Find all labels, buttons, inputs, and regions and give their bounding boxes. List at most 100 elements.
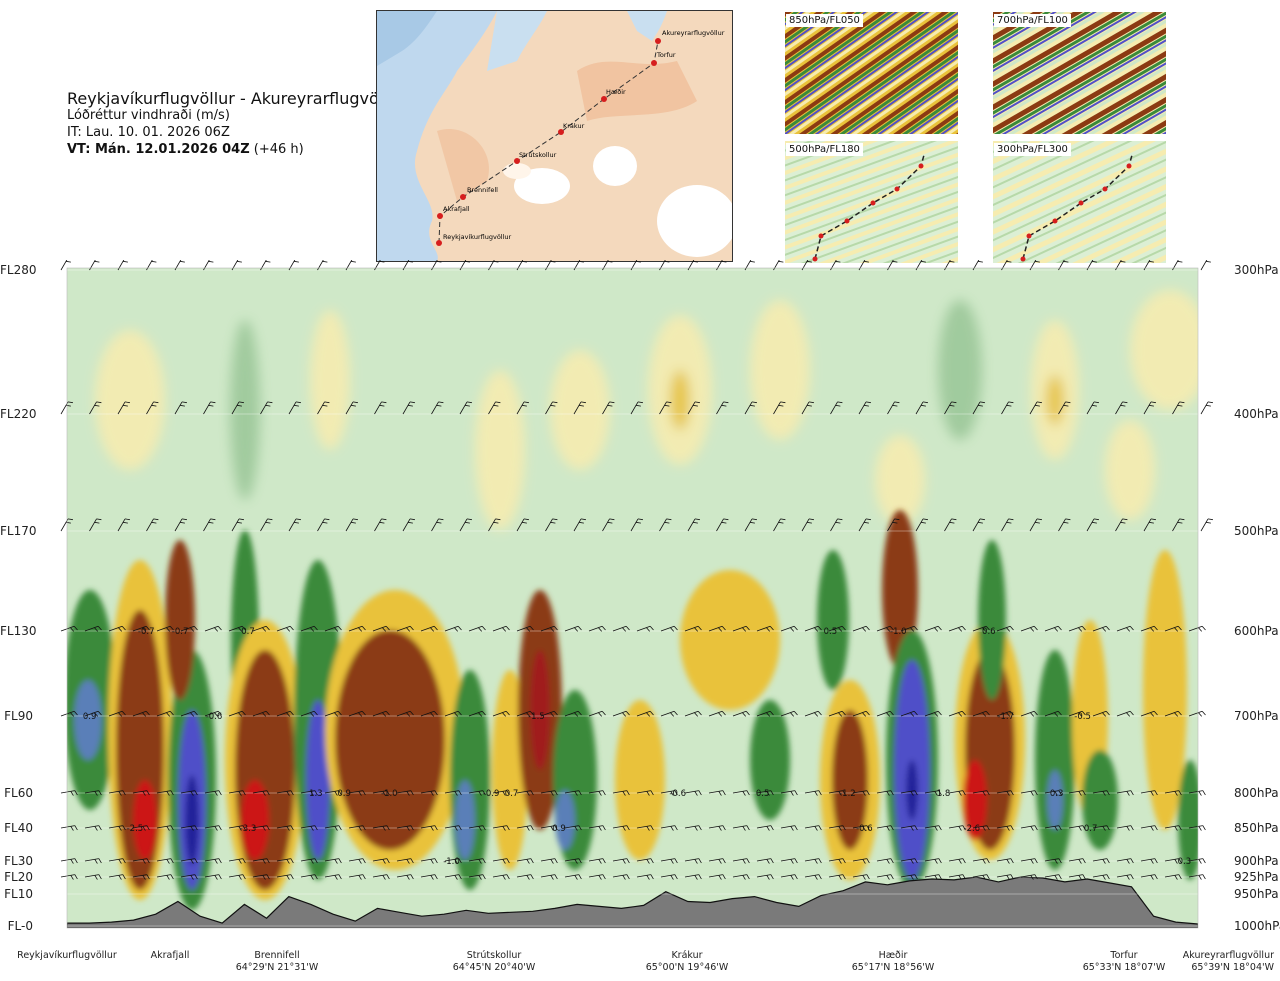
- wind-barb: [708, 710, 726, 717]
- wind-barb: [348, 710, 366, 717]
- wind-barb: [887, 401, 900, 415]
- wind-barb: [1188, 625, 1206, 632]
- left-axis-label: FL10: [4, 887, 33, 901]
- wind-barb: [324, 858, 342, 864]
- wind-barb: [612, 790, 630, 796]
- wind-barb: [156, 825, 174, 831]
- wind-barb: [252, 874, 270, 880]
- wind-barb: [972, 518, 985, 532]
- value-label: -0.9: [483, 789, 500, 799]
- wind-barb: [492, 710, 510, 717]
- wind-barb: [1164, 710, 1182, 717]
- wind-barb: [660, 790, 678, 796]
- wind-barb: [545, 401, 558, 415]
- wind-barb: [180, 790, 198, 796]
- wind-barb: [996, 790, 1014, 796]
- wind-barb: [780, 825, 798, 831]
- wind-barb: [900, 710, 918, 717]
- wind-barb: [1029, 401, 1042, 415]
- wind-barb: [915, 401, 928, 415]
- wind-barb: [372, 874, 390, 880]
- wind-barb: [1092, 858, 1110, 864]
- wind-barb: [345, 518, 358, 532]
- right-axis-label: 400hPa: [1234, 407, 1279, 421]
- wind-barb: [602, 401, 615, 415]
- wind-barb: [1044, 825, 1062, 831]
- station-label: Strútskollur 64°45'N 20°40'W: [434, 950, 554, 974]
- wind-barb: [459, 518, 472, 532]
- right-axis-label: 850hPa: [1234, 821, 1279, 835]
- wind-barb: [117, 518, 130, 532]
- map-label-brennifell: Brennifell: [467, 186, 498, 194]
- station-label: Torfur 65°33'N 18°07'W: [1064, 950, 1184, 974]
- wind-barb: [180, 625, 198, 632]
- left-axis-label: FL280: [0, 263, 37, 277]
- wind-barb: [732, 825, 750, 831]
- value-label: 0.3: [1050, 789, 1064, 799]
- wind-barb: [1020, 825, 1038, 831]
- wind-barb: [801, 518, 814, 532]
- wind-barb: [1068, 790, 1086, 796]
- wind-barb: [948, 625, 966, 632]
- wind-barb: [228, 710, 246, 717]
- value-label: 0.6: [982, 627, 996, 637]
- wind-barb: [948, 825, 966, 831]
- wind-barb: [444, 874, 462, 880]
- wind-barb: [708, 790, 726, 796]
- wind-barb: [516, 874, 534, 880]
- wind-barb: [60, 825, 78, 831]
- wind-barb: [858, 518, 871, 532]
- station-coord: 64°45'N 20°40'W: [452, 962, 536, 973]
- initial-time: IT: Lau. 10. 01. 2026 06Z: [67, 125, 230, 140]
- wind-barb: [801, 401, 814, 415]
- wind-barb: [180, 825, 198, 831]
- wind-barb: [1172, 518, 1185, 532]
- wind-barb: [372, 825, 390, 831]
- wind-barb: [1116, 825, 1134, 831]
- wind-barb: [132, 858, 150, 864]
- wind-barb: [300, 790, 318, 796]
- panel-850hpa: 850hPa/FL050: [785, 12, 958, 134]
- value-label: 0.7: [241, 627, 255, 637]
- wind-barb: [132, 710, 150, 717]
- wind-barb: [564, 790, 582, 796]
- wind-barb: [1116, 858, 1134, 864]
- wind-barb: [915, 518, 928, 532]
- value-label: 0.7: [505, 789, 519, 799]
- wind-barb: [60, 710, 78, 717]
- wind-barb: [876, 710, 894, 717]
- value-label: 1.3: [309, 789, 323, 799]
- wind-barb: [231, 518, 244, 532]
- wind-barb: [564, 710, 582, 717]
- wind-barb: [588, 874, 606, 880]
- wind-barb: [396, 874, 414, 880]
- vertical-velocity-field: [67, 268, 1198, 928]
- wind-barb: [174, 401, 187, 415]
- wind-barb: [60, 790, 78, 796]
- wind-barb: [684, 874, 702, 880]
- wind-barb: [1140, 790, 1158, 796]
- wind-barb: [117, 401, 130, 415]
- wind-barb: [372, 858, 390, 864]
- wind-barb: [108, 825, 126, 831]
- value-label: -0.7: [138, 627, 155, 637]
- wind-barb: [108, 858, 126, 864]
- right-axis-label: 700hPa: [1234, 709, 1279, 723]
- wind-barb: [260, 401, 273, 415]
- wind-barb: [830, 518, 843, 532]
- wind-barb: [756, 710, 774, 717]
- station-coord: 65°39'N 18°04'W: [1191, 962, 1274, 973]
- wind-barb: [1140, 710, 1158, 717]
- wind-barb: [972, 874, 990, 880]
- wind-barb: [396, 825, 414, 831]
- wind-barb: [876, 825, 894, 831]
- wind-barb: [924, 874, 942, 880]
- value-label: -1.0: [890, 627, 907, 637]
- wind-barb: [636, 710, 654, 717]
- wind-barb: [1044, 790, 1062, 796]
- wind-barb: [324, 625, 342, 632]
- wind-barb: [804, 858, 822, 864]
- plot-border: [66, 267, 1199, 929]
- wind-barb: [180, 874, 198, 880]
- wind-barb: [564, 625, 582, 632]
